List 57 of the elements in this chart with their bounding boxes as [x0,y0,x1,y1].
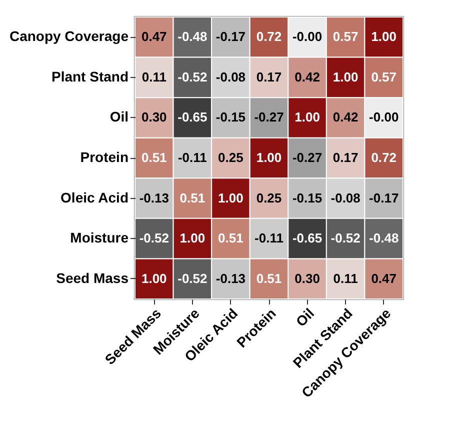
data-label: -0.00 [369,110,399,125]
data-label: -0.27 [254,110,284,125]
data-label: -0.52 [178,69,208,84]
data-label: -0.08 [330,190,360,206]
data-label: -0.15 [292,190,322,206]
data-label: 0.47 [371,270,397,286]
data-label: 0.11 [142,69,166,84]
data-label: 0.30 [294,270,320,286]
data-label: -0.52 [139,230,169,246]
data-label: 1.00 [332,69,358,84]
y-tick-label: Moisture [70,230,129,246]
data-label: 0.72 [371,150,397,165]
y-tick-label: Protein [80,149,128,165]
data-label: 0.17 [256,69,282,84]
data-label: -0.48 [369,230,399,246]
data-label: 0.25 [218,150,244,165]
data-label: -0.08 [216,69,246,84]
y-tick-label: Oil [110,108,128,125]
data-label: 0.42 [332,110,358,125]
data-label: -0.48 [178,29,208,44]
data-label: -0.00 [292,29,322,44]
y-tick-label: Plant Stand [51,68,128,84]
data-label: 0.72 [256,29,282,44]
data-label: 0.17 [332,150,358,165]
data-label: 0.57 [371,69,397,84]
data-label: -0.11 [178,150,207,165]
data-label: 1.00 [294,110,320,125]
data-label: -0.15 [216,110,246,125]
data-label: -0.11 [254,230,284,246]
data-label: -0.27 [292,150,322,165]
data-label: -0.13 [216,270,246,286]
x-tick-label: Oil [292,305,318,330]
y-tick-label: Seed Mass [56,270,129,286]
data-label: -0.52 [330,230,360,246]
data-label: -0.52 [178,270,208,286]
data-label: -0.17 [369,190,399,206]
data-label: 1.00 [371,29,397,44]
data-label: 0.42 [294,69,320,84]
data-label: 0.51 [256,270,282,286]
data-label: -0.13 [139,190,169,206]
data-label: 1.00 [218,190,244,206]
data-label: 0.30 [141,110,167,125]
data-label: 0.47 [141,29,167,44]
data-label: 1.00 [256,150,282,165]
data-label: 1.00 [141,270,167,286]
y-tick-label: Canopy Coverage [9,28,129,44]
data-label: 0.51 [141,150,167,165]
data-label: 0.25 [256,190,282,206]
data-label: -0.17 [216,29,246,44]
data-label: 0.51 [180,190,206,206]
data-label: 1.00 [180,230,206,246]
data-label: 0.51 [218,230,244,246]
data-label: 0.57 [332,29,358,44]
data-label: -0.65 [292,230,322,246]
data-label: -0.65 [178,110,208,125]
data-label: 0.11 [333,270,358,286]
y-tick-label: Oleic Acid [60,189,128,206]
